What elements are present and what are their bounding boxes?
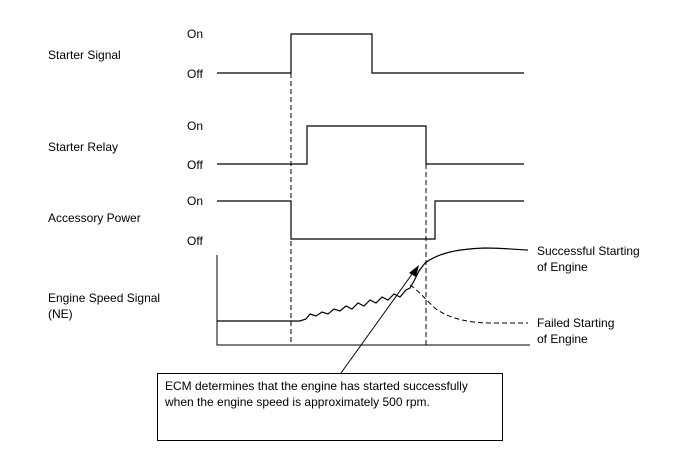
- accessory-power-label: Accessory Power: [48, 211, 141, 225]
- ecm-note-line-2: when the engine speed is approximately 5…: [165, 395, 430, 409]
- engine-speed-label: Engine Speed Signal: [48, 291, 160, 305]
- failed-start-label-sub: of Engine: [537, 332, 588, 346]
- engine-speed-axes: [216, 255, 530, 346]
- starter-relay-waveform: [217, 125, 524, 165]
- threshold-arrow-head: [409, 265, 419, 277]
- starter-signal-off-label: Off: [187, 67, 203, 81]
- ecm-note-box: ECM determines that the engine has start…: [157, 373, 503, 441]
- engine-speed-curve: [217, 247, 529, 322]
- starter-signal-label: Starter Signal: [48, 48, 121, 62]
- starter-signal-on-label: On: [187, 27, 203, 41]
- failed-start-label: Failed Starting: [537, 316, 614, 330]
- starter-relay-off-label: Off: [187, 158, 203, 172]
- starter-signal-waveform: [217, 33, 524, 74]
- failed-start-curve: [409, 284, 528, 324]
- accessory-power-on-label: On: [187, 194, 203, 208]
- starter-relay-on-label: On: [187, 119, 203, 133]
- threshold-pointer-line: [340, 269, 416, 374]
- accessory-power-waveform: [217, 200, 524, 240]
- starter-relay-label: Starter Relay: [48, 140, 118, 154]
- successful-start-label-sub: of Engine: [537, 260, 588, 274]
- accessory-power-off-label: Off: [187, 234, 203, 248]
- engine-speed-label-sub: (NE): [48, 307, 73, 321]
- ecm-note-line-1: ECM determines that the engine has start…: [165, 379, 468, 393]
- successful-start-label: Successful Starting: [537, 244, 640, 258]
